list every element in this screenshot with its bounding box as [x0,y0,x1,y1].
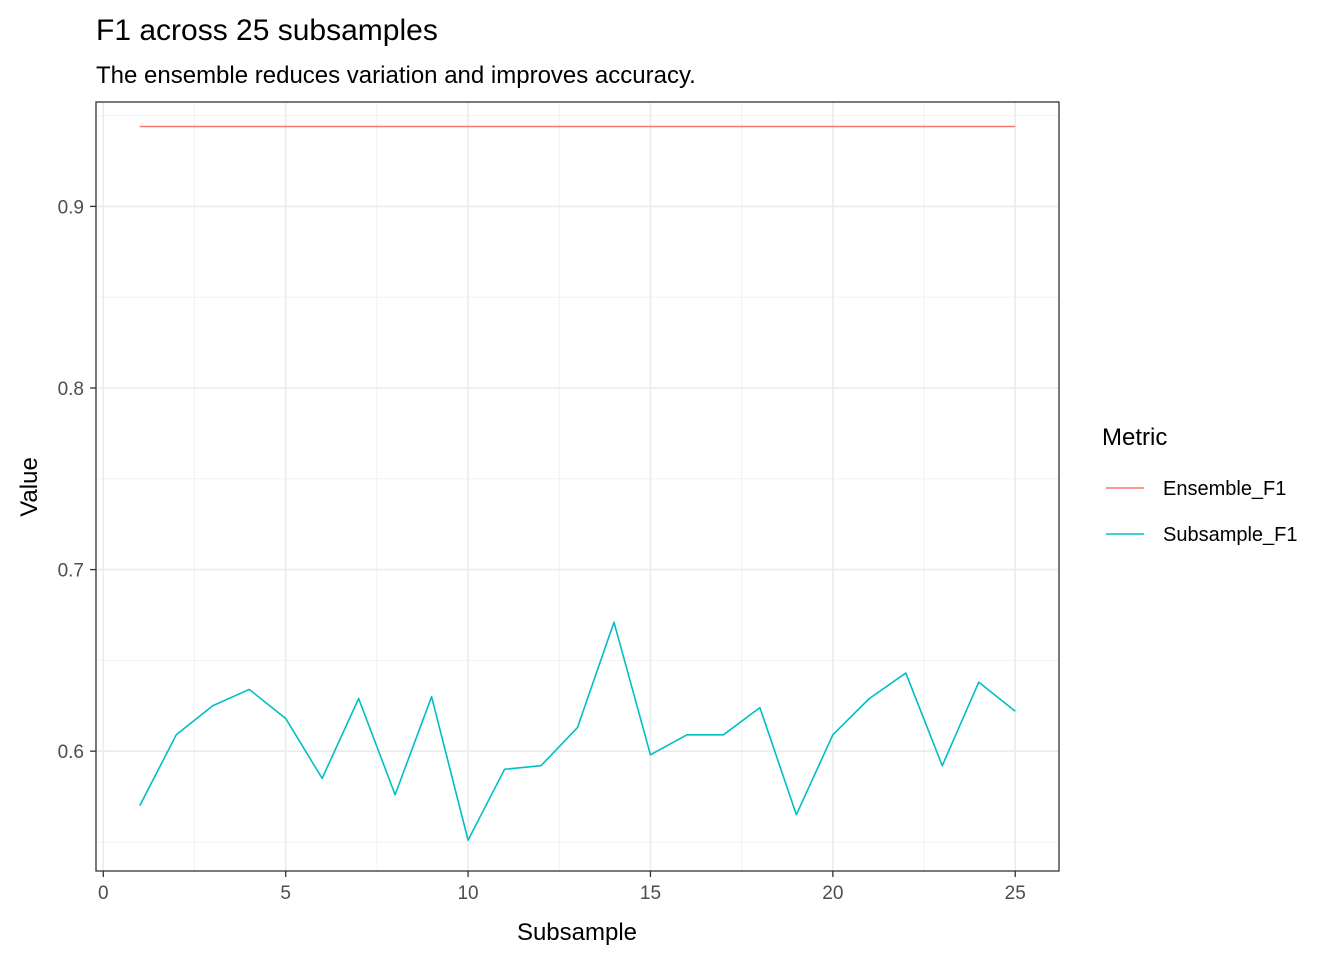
x-tick-label: 0 [98,883,109,904]
x-tick-label: 25 [1005,883,1026,904]
y-tick-label: 0.8 [58,379,84,400]
y-tick-label: 0.9 [58,197,84,218]
legend-items: Ensemble_F1 Subsample_F1 [1106,478,1298,546]
x-axis-title: Subsample [517,919,637,946]
x-tick-label: 20 [822,883,843,904]
legend-label-subsample-f1: Subsample_F1 [1163,524,1298,546]
y-tick-label: 0.7 [58,561,84,582]
series-line-subsample-f1 [139,621,1016,841]
legend: Metric Ensemble_F1 Subsample_F1 [1102,424,1298,546]
x-tick-label: 15 [640,883,661,904]
minor-gridlines [96,102,1059,871]
major-gridlines [96,102,1059,871]
series-layer [139,125,1016,841]
legend-title: Metric [1102,424,1167,451]
chart-subtitle: The ensemble reduces variation and impro… [96,62,696,89]
y-axis-title: Value [16,457,43,517]
y-tick-label: 0.6 [58,742,84,763]
y-axis-ticks: 0.6 0.7 0.8 0.9 [58,197,96,763]
plot-panel-border [95,101,1060,872]
chart-title: F1 across 25 subsamples [96,14,438,47]
x-tick-label: 5 [280,883,291,904]
x-tick-label: 10 [457,883,478,904]
x-axis-ticks: 0 5 10 15 20 25 [98,871,1026,904]
legend-label-ensemble-f1: Ensemble_F1 [1163,478,1286,500]
